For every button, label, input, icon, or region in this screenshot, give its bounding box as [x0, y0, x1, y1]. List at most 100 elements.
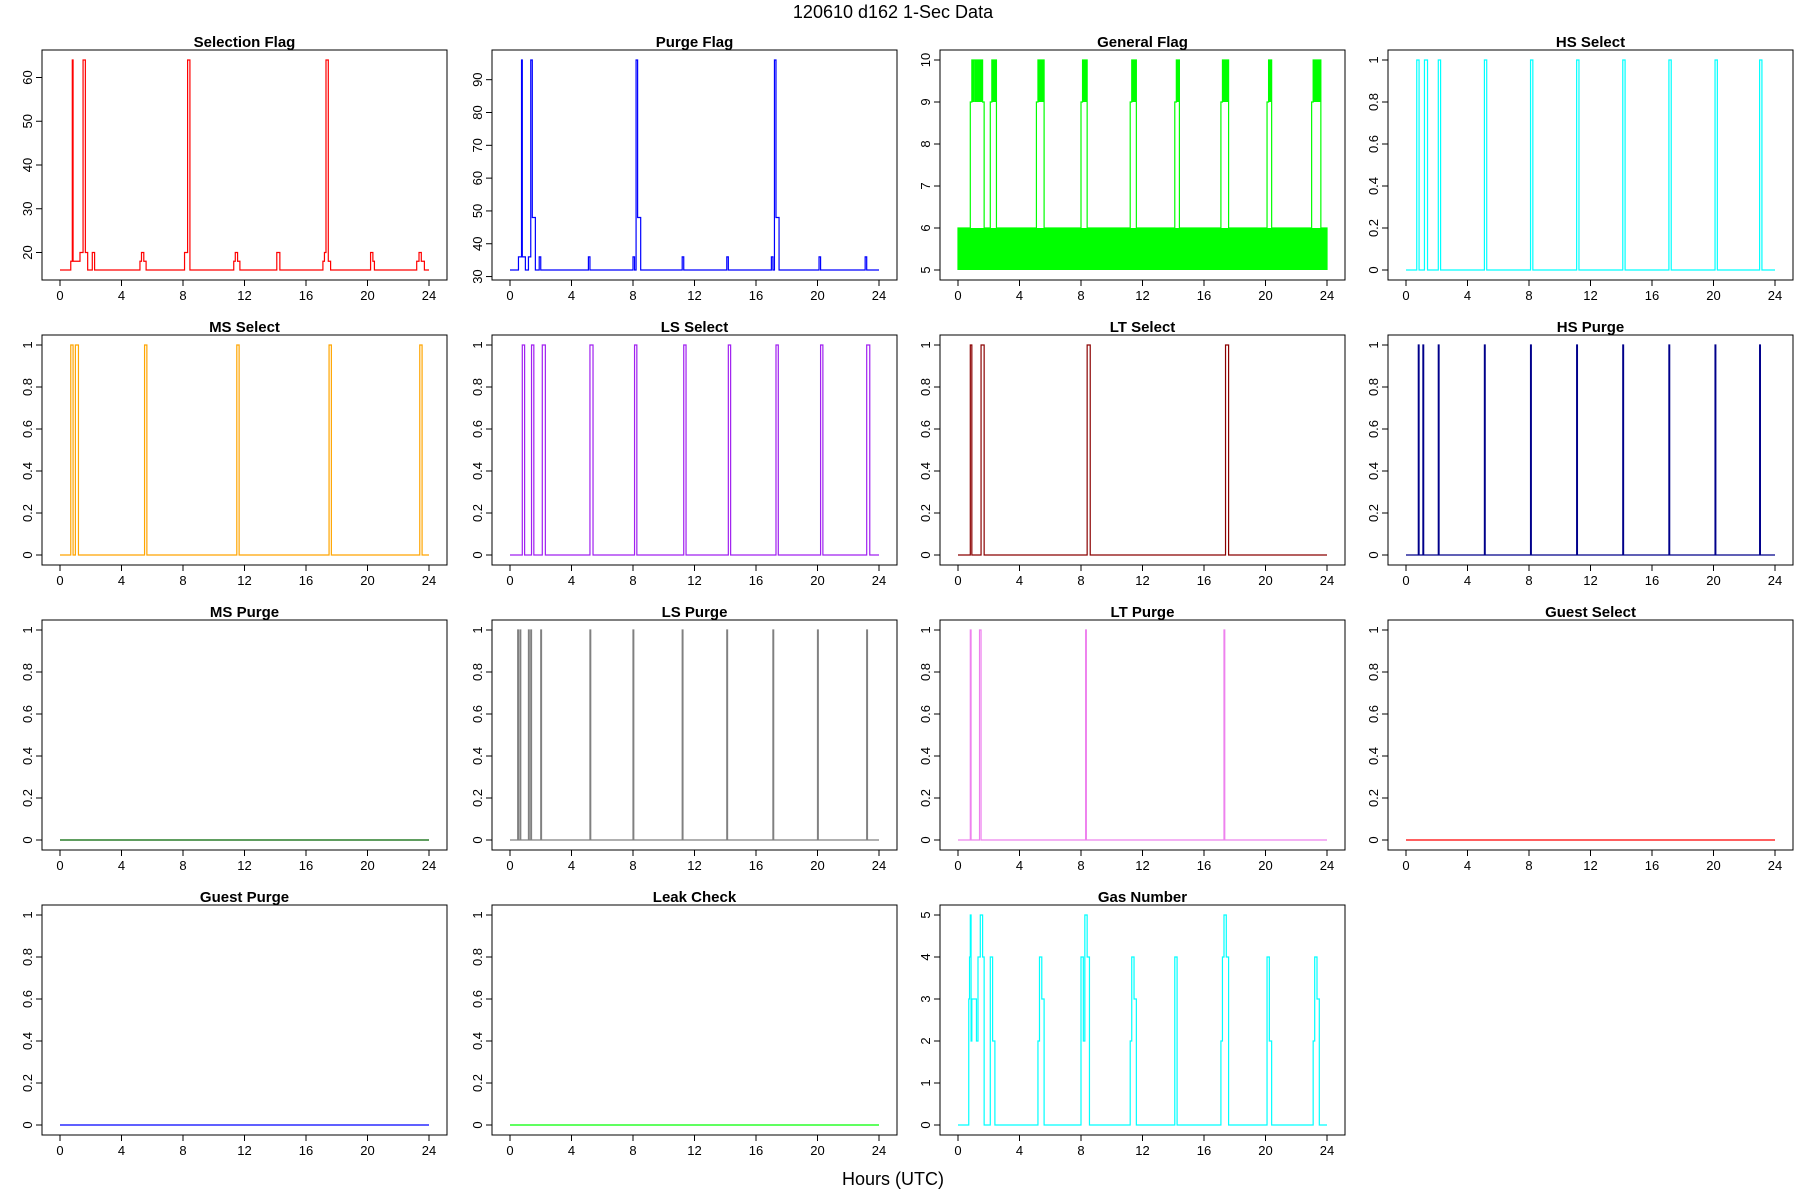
panel-title: Selection Flag	[194, 34, 296, 51]
x-tick-label: 12	[237, 288, 251, 303]
y-tick-label: 0.2	[918, 504, 933, 522]
panel-hs-select: HS Select 0 4 8 12 16 20 24 0 0.2 0.4 0.6 0.8 1	[1366, 34, 1794, 303]
y-tick-label: 0	[470, 1121, 485, 1128]
plot-frame	[1387, 619, 1794, 851]
x-tick-label: 20	[1706, 288, 1720, 303]
x-tick-label: 4	[1016, 288, 1023, 303]
y-tick-label: 1	[20, 911, 35, 918]
x-tick-label: 16	[299, 858, 313, 873]
y-tick-label: 30	[20, 202, 35, 216]
x-tick-label: 20	[810, 288, 824, 303]
x-tick-label: 20	[1706, 573, 1720, 588]
y-tick-label: 90	[470, 72, 485, 86]
y-tick-label: 1	[1366, 56, 1381, 63]
y-tick-label: 0	[1366, 836, 1381, 843]
panel-title: LT Select	[1110, 319, 1176, 336]
x-tick-label: 0	[56, 288, 63, 303]
y-tick-label: 1	[20, 626, 35, 633]
y-tick-label: 6	[918, 224, 933, 231]
y-tick-label: 80	[470, 105, 485, 119]
x-tick-label: 24	[1768, 573, 1782, 588]
x-tick-label: 20	[1258, 1143, 1272, 1158]
x-tick-label: 8	[179, 1143, 186, 1158]
x-tick-label: 16	[749, 858, 763, 873]
x-tick-label: 20	[360, 858, 374, 873]
x-tick-label: 20	[360, 288, 374, 303]
y-tick-label: 0.8	[20, 663, 35, 681]
y-tick-label: 0.6	[1366, 135, 1381, 153]
series-line	[60, 344, 429, 556]
x-tick-label: 12	[1583, 573, 1597, 588]
data-band	[1268, 60, 1272, 102]
x-tick-label: 24	[872, 573, 886, 588]
panel-title: Gas Number	[1098, 889, 1187, 906]
x-tick-label: 12	[1135, 573, 1149, 588]
panel-hs-purge: HS Purge 0 4 8 12 16 20 24 0 0.2 0.4 0.6 0.8 1	[1366, 319, 1794, 588]
x-tick-label: 0	[1402, 288, 1409, 303]
x-tick-label: 12	[687, 288, 701, 303]
x-tick-label: 0	[56, 858, 63, 873]
x-tick-label: 16	[299, 1143, 313, 1158]
x-tick-label: 20	[1258, 288, 1272, 303]
y-tick-label: 0	[918, 836, 933, 843]
x-tick-label: 24	[1320, 858, 1334, 873]
x-tick-label: 24	[1768, 858, 1782, 873]
x-tick-label: 8	[1525, 858, 1532, 873]
x-tick-label: 16	[1645, 573, 1659, 588]
x-tick-label: 4	[1464, 858, 1471, 873]
x-tick-label: 8	[629, 288, 636, 303]
x-tick-label: 16	[1197, 858, 1211, 873]
y-tick-label: 0.2	[1366, 504, 1381, 522]
plot-frame	[491, 334, 898, 566]
y-tick-label: 0.4	[470, 747, 485, 765]
x-tick-label: 20	[1258, 858, 1272, 873]
x-tick-label: 8	[179, 573, 186, 588]
x-tick-label: 4	[1016, 858, 1023, 873]
x-tick-label: 12	[1135, 1143, 1149, 1158]
x-tick-label: 0	[954, 288, 961, 303]
panel-guest-select: Guest Select 0 4 8 12 16 20 24 0 0.2 0.4 0.6 0.8 1	[1366, 604, 1794, 873]
data-band	[1037, 60, 1045, 102]
series-line	[60, 59, 429, 271]
y-tick-label: 0	[918, 551, 933, 558]
y-tick-label: 8	[918, 140, 933, 147]
x-tick-label: 0	[954, 858, 961, 873]
y-tick-label: 0.2	[1366, 789, 1381, 807]
y-tick-label: 0	[1366, 551, 1381, 558]
x-tick-label: 8	[629, 1143, 636, 1158]
y-tick-label: 0	[1366, 266, 1381, 273]
y-tick-label: 10	[918, 53, 933, 67]
plot-frame	[491, 49, 898, 281]
y-tick-label: 5	[918, 266, 933, 273]
y-tick-label: 0.6	[918, 705, 933, 723]
x-tick-label: 8	[1077, 573, 1084, 588]
x-tick-label: 20	[1258, 573, 1272, 588]
x-tick-label: 8	[1077, 858, 1084, 873]
y-tick-label: 20	[20, 245, 35, 259]
x-tick-label: 12	[237, 573, 251, 588]
series-line	[510, 629, 879, 841]
y-tick-label: 0	[20, 551, 35, 558]
y-tick-label: 1	[918, 626, 933, 633]
series-line	[958, 344, 1327, 556]
y-tick-label: 0.8	[20, 948, 35, 966]
x-tick-label: 12	[1135, 288, 1149, 303]
x-tick-label: 16	[749, 288, 763, 303]
y-tick-label: 0.4	[918, 462, 933, 480]
x-tick-label: 8	[179, 288, 186, 303]
x-tick-label: 24	[872, 288, 886, 303]
y-tick-label: 0.6	[1366, 420, 1381, 438]
panel-ms-purge: MS Purge 0 4 8 12 16 20 24 0 0.2 0.4 0.6 0.8 1	[20, 604, 448, 873]
x-tick-label: 8	[1077, 288, 1084, 303]
y-tick-label: 0.4	[20, 462, 35, 480]
y-tick-label: 60	[20, 70, 35, 84]
series-line	[510, 344, 879, 556]
x-tick-label: 24	[422, 858, 436, 873]
data-band	[991, 60, 997, 102]
panel-lt-purge: LT Purge 0 4 8 12 16 20 24 0 0.2 0.4 0.6 0.8 1	[918, 604, 1346, 873]
plot-frame	[41, 619, 448, 851]
y-tick-label: 0.8	[918, 378, 933, 396]
y-tick-label: 1	[470, 626, 485, 633]
x-tick-label: 12	[1583, 288, 1597, 303]
